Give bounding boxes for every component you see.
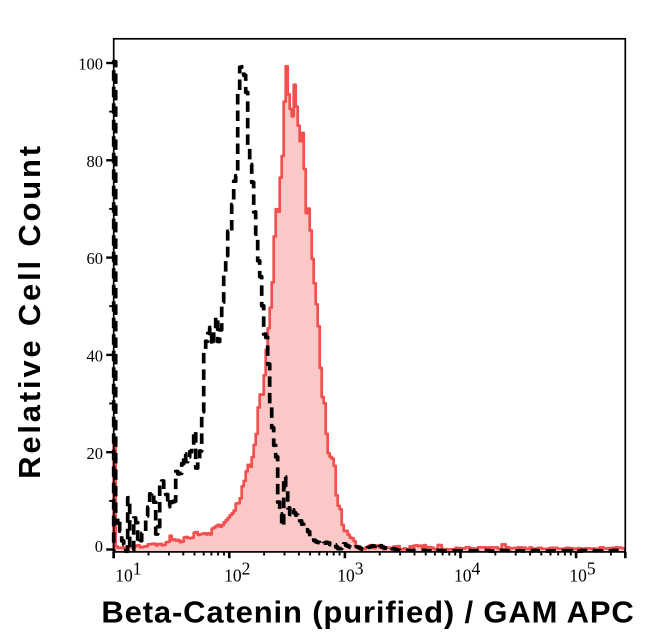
svg-text:80: 80 <box>87 152 104 171</box>
svg-text:100: 100 <box>78 55 103 74</box>
svg-text:0: 0 <box>95 537 103 556</box>
svg-text:40: 40 <box>87 347 104 366</box>
svg-text:20: 20 <box>87 444 104 463</box>
svg-text:Relative Cell Count: Relative Cell Count <box>12 143 47 479</box>
svg-text:Beta-Catenin (purified) / GAM: Beta-Catenin (purified) / GAM APC <box>101 595 634 630</box>
svg-text:60: 60 <box>87 249 104 268</box>
